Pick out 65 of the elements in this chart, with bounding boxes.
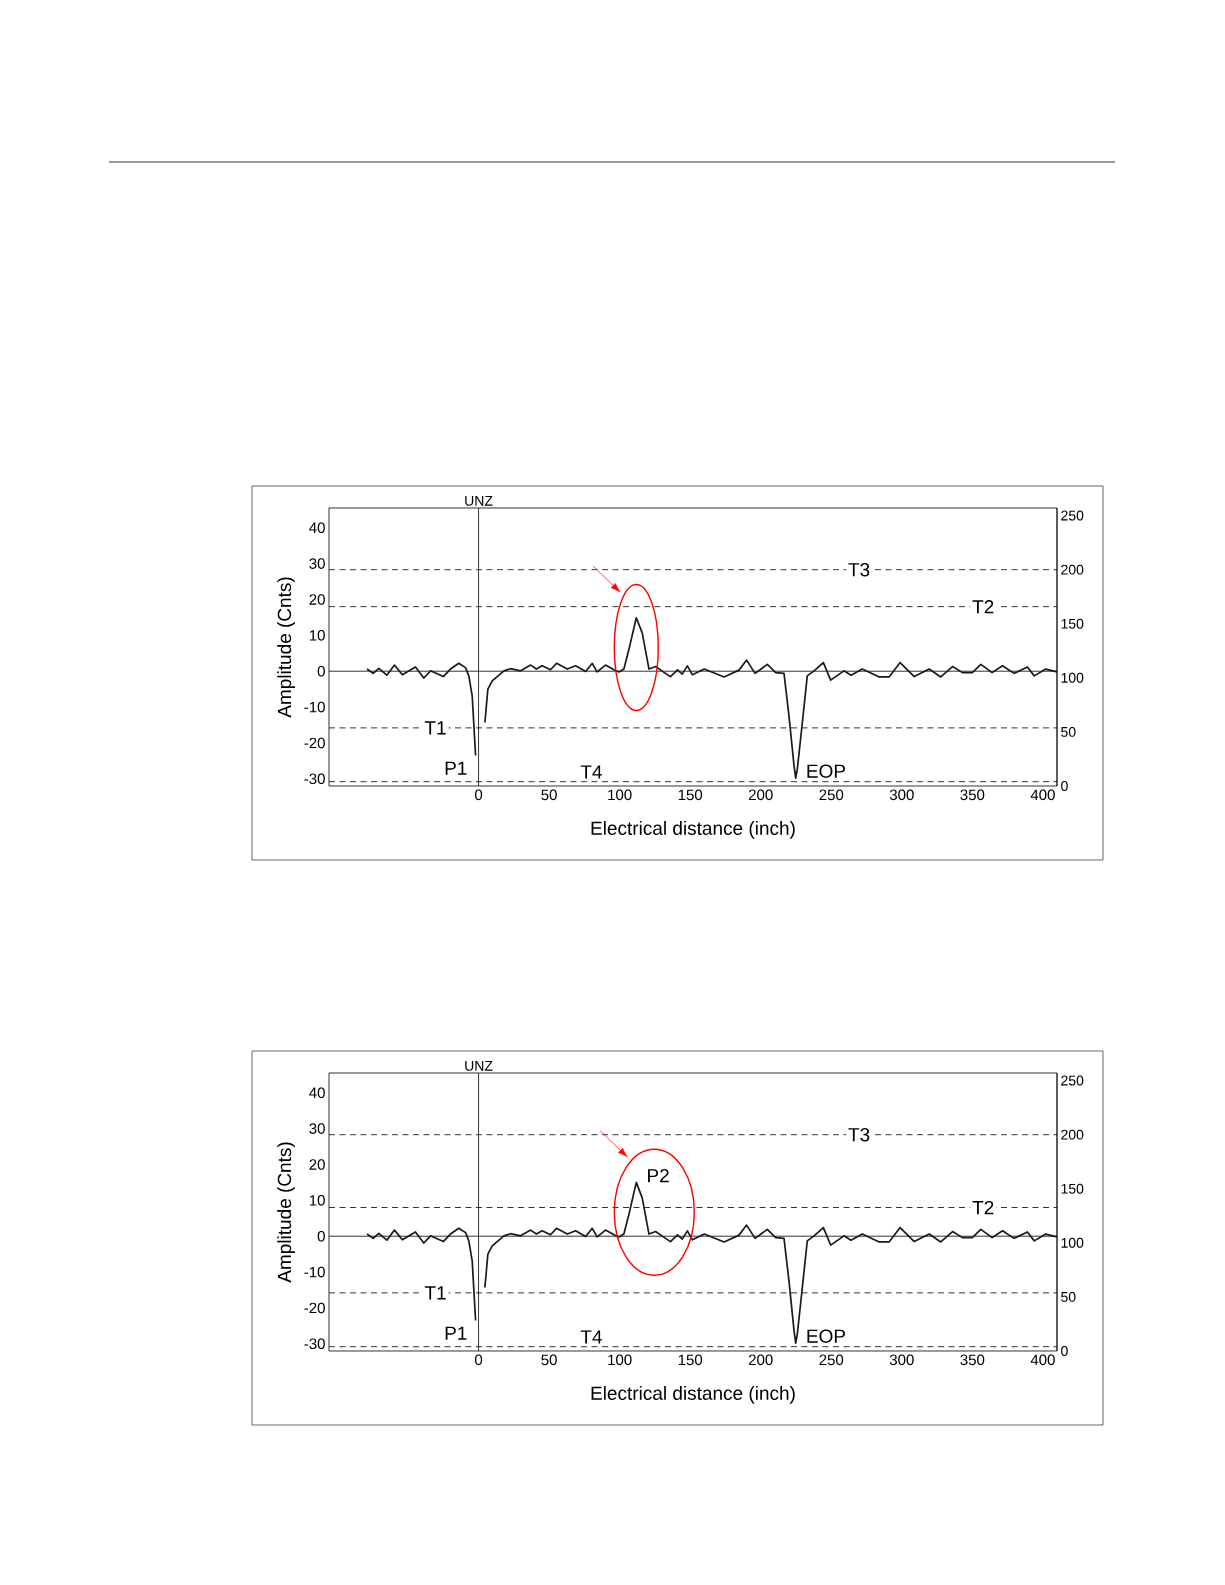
x-tick-label: 400 [1030,1354,1055,1366]
x-tick-label: 300 [889,789,914,801]
x-tick-label: 250 [819,789,844,801]
annotation: P2 [648,1168,669,1183]
y2-tick-label: 150 [1061,618,1084,629]
y2-tick-label: 50 [1061,1291,1076,1302]
y-tick-label: -10 [304,701,325,713]
y-tick-label: -10 [304,1266,325,1278]
x-tick-label: 100 [608,1354,632,1366]
annotation: P1 [445,1326,467,1340]
y-tick-label: -30 [304,773,325,785]
y-tick-label: 40 [309,1087,325,1099]
annotation: P1 [445,761,467,775]
y2-tick-label: 200 [1061,1129,1084,1140]
x-tick-label: 350 [960,789,985,801]
y-tick-label: 40 [309,522,325,534]
y2-tick-label: 0 [1061,781,1068,791]
annotation: EOP [807,1329,846,1343]
x-tick-label: 50 [541,1354,557,1366]
y2-tick-label: 150 [1061,1183,1084,1194]
annotation: T3 [848,562,870,577]
x-tick-label: 350 [960,1354,985,1366]
annotation: T2 [972,1200,994,1215]
y2-tick-label: 50 [1061,726,1076,737]
ref-line-label: UNZ [465,496,493,506]
y-axis-title: Amplitude (Cnts) [277,1142,295,1283]
annotation: T3 [848,1127,870,1142]
annotation: T4 [580,1330,602,1344]
annotation: EOP [807,764,846,778]
y-tick-label: 10 [309,630,325,641]
x-tick-label: 150 [678,1354,703,1366]
y-axis-title: Amplitude (Cnts) [277,577,295,718]
x-axis-title: Electrical distance (inch) [591,1386,795,1404]
x-tick-label: 100 [608,789,632,801]
x-tick-label: 200 [748,789,773,801]
annotation: T4 [580,765,602,779]
x-tick-label: 200 [748,1354,773,1366]
x-tick-label: 0 [474,1354,483,1366]
x-tick-label: 0 [474,789,483,801]
x-tick-label: 250 [819,1354,844,1366]
y-tick-label: 10 [309,1195,325,1206]
y2-tick-label: 250 [1061,1075,1084,1086]
y-tick-label: 30 [309,1123,325,1134]
y2-tick-label: 100 [1061,1237,1084,1248]
y2-tick-label: 100 [1061,672,1084,683]
annotation: T2 [972,600,994,614]
y2-tick-label: 0 [1061,1346,1068,1356]
y-tick-label: -20 [304,1302,325,1314]
annotation: T1 [424,1286,446,1300]
y-tick-label: -20 [304,737,325,749]
annotation: T1 [424,721,446,735]
y2-tick-label: 200 [1061,564,1084,575]
x-tick-label: 50 [541,789,557,801]
x-axis-title: Electrical distance (inch) [591,821,795,839]
x-tick-label: 400 [1030,789,1055,801]
y2-tick-label: 250 [1061,510,1084,521]
y-tick-label: 20 [309,1159,325,1170]
x-tick-label: 300 [889,1354,914,1366]
y-tick-label: 20 [309,594,325,605]
x-tick-label: 150 [678,789,703,801]
y-tick-label: 30 [309,558,325,569]
y-tick-label: 0 [317,665,325,677]
y-tick-label: 0 [317,1230,325,1242]
ref-line-label: UNZ [465,1061,493,1071]
y-tick-label: -30 [304,1338,325,1350]
